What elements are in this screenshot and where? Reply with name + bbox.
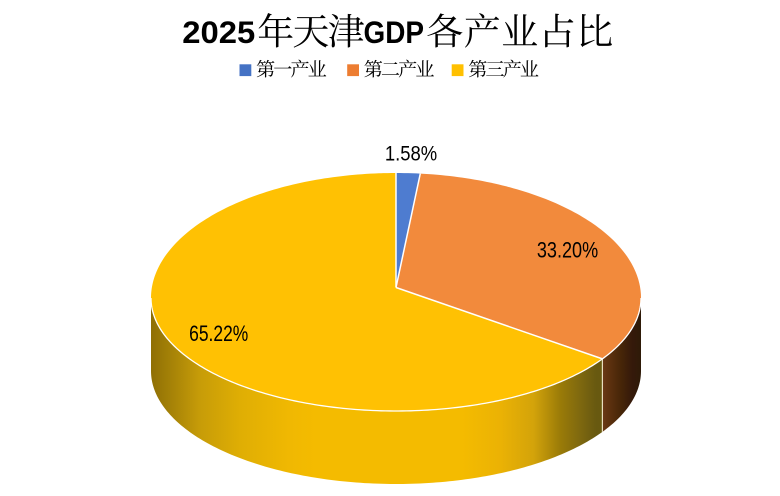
svg-text:GDP: GDP	[364, 14, 425, 50]
svg-text:65.22%: 65.22%	[189, 322, 248, 346]
svg-text:2025: 2025	[182, 14, 255, 50]
svg-text:1.58%: 1.58%	[385, 142, 437, 165]
svg-text:33.20%: 33.20%	[537, 239, 598, 263]
